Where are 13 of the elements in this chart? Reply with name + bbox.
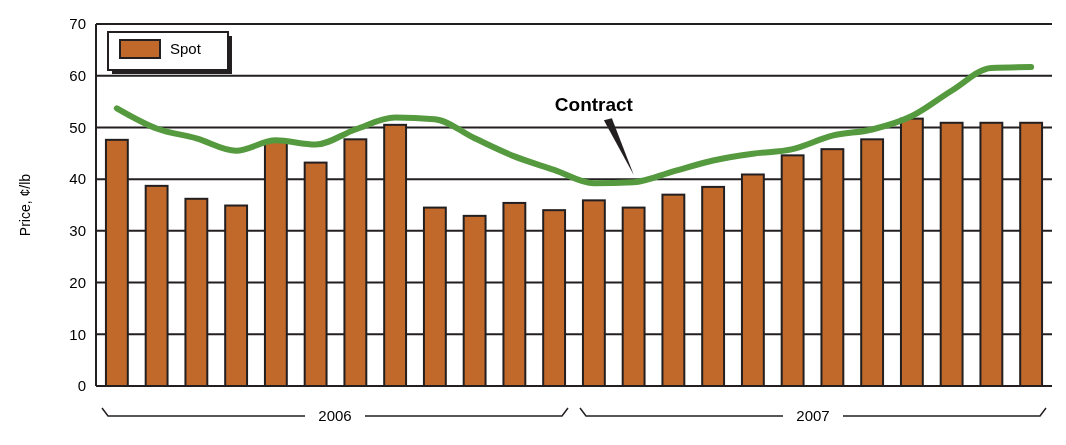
y-axis-title: Price, ¢/lb [17, 173, 33, 237]
text: 2007 [796, 407, 830, 425]
y-tick-label: 60 [69, 66, 86, 84]
y-tick-label: 30 [69, 222, 86, 240]
y-tick-label: 10 [69, 325, 86, 343]
legend-label: Spot [170, 40, 202, 58]
text: 2006 [318, 407, 352, 425]
y-tick-label: 70 [69, 15, 86, 33]
y-tick-label: 0 [77, 377, 86, 395]
y-tick-label: 40 [69, 170, 86, 188]
text: Contract [554, 94, 634, 116]
y-tick-label: 50 [69, 118, 86, 136]
y-tick-label: 20 [69, 273, 86, 291]
